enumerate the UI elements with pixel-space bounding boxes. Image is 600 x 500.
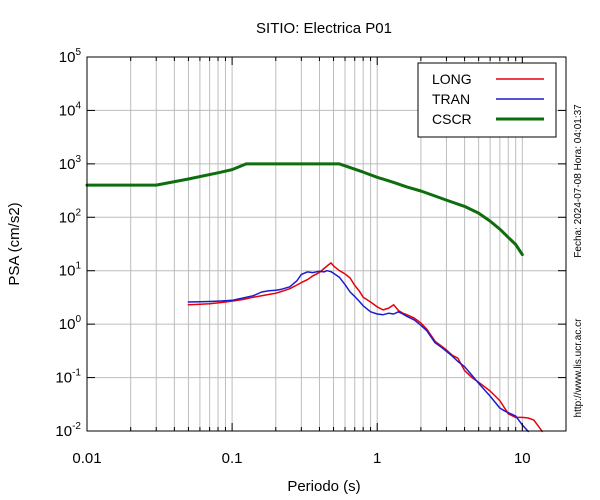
x-axis-label: Periodo (s): [287, 478, 360, 495]
y-tick-label: 105: [59, 47, 82, 66]
x-tick-labels: 0.01 0.1 1 10: [72, 450, 530, 467]
y-tick-label: 103: [59, 154, 82, 173]
y-tick-label: 104: [59, 100, 82, 119]
y-tick-label: 10-1: [55, 368, 81, 387]
chart-title: SITIO: Electrica P01: [256, 20, 392, 37]
tick-marks: [86, 56, 567, 432]
legend-label-tran: TRAN: [432, 91, 470, 107]
y-tick-label: 101: [59, 261, 82, 280]
series-line-tran: [187, 269, 530, 433]
x-tick-label: 10: [514, 450, 531, 467]
y-axis-label: PSA (cm/s2): [6, 202, 23, 285]
x-tick-label: 0.1: [222, 450, 243, 467]
legend-box: [417, 62, 557, 138]
y-tick-label: 10-2: [55, 421, 81, 440]
legend: LONG TRAN CSCR: [417, 62, 557, 138]
date-time-note: Fecha: 2024-07-08 Hora: 04:01:37: [573, 104, 584, 258]
series-line-cscr: [85, 162, 524, 257]
grid-lines: [86, 56, 567, 432]
legend-label-long: LONG: [432, 71, 472, 87]
plot-frame: [86, 56, 567, 432]
url-note: http://www.lis.ucr.ac.cr: [573, 318, 584, 418]
y-tick-label: 100: [59, 314, 82, 333]
legend-label-cscr: CSCR: [432, 111, 472, 127]
y-tick-label: 102: [59, 207, 82, 226]
series-line-long: [187, 262, 543, 433]
series-layer: [85, 162, 543, 433]
x-tick-label: 1: [373, 450, 381, 467]
y-tick-labels: 10-2 10-1 100 101 102 103 104 105: [55, 47, 81, 440]
x-tick-label: 0.01: [72, 450, 101, 467]
